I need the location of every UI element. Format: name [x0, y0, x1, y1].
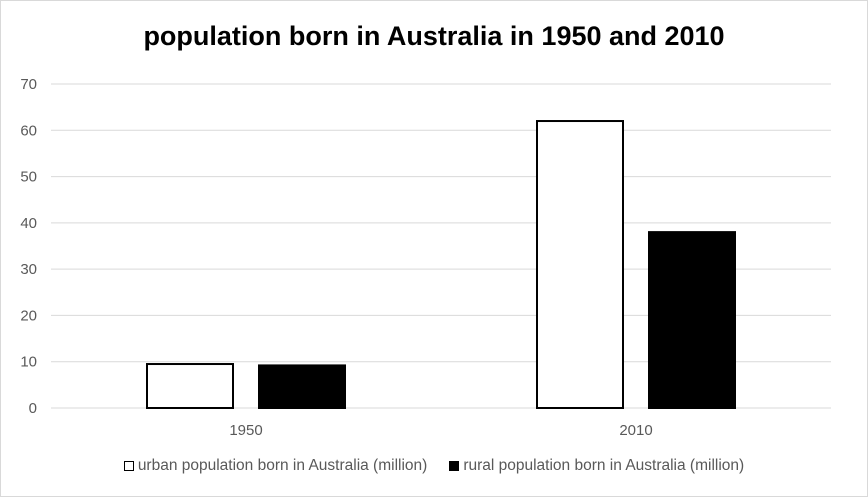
- legend-swatch-rural: [449, 461, 460, 471]
- x-tick-label: 2010: [619, 422, 652, 439]
- bar-rural-1950: [258, 364, 346, 409]
- x-tick-label: 1950: [229, 422, 262, 439]
- y-tick-label: 50: [20, 169, 37, 186]
- y-tick-label: 10: [20, 354, 37, 371]
- legend-item-rural: rural population born in Australia (mill…: [449, 457, 744, 475]
- bar-chart-plot: 0 10 20 30 40 50 60 70 1950 2010: [20, 76, 831, 439]
- legend-label-urban: urban population born in Australia (mill…: [137, 457, 428, 474]
- legend-swatch-urban: [123, 461, 134, 471]
- y-tick-label: 40: [20, 215, 37, 232]
- legend-label-rural: rural population born in Australia (mill…: [463, 457, 745, 474]
- bar-rural-2010: [648, 231, 736, 409]
- chart-legend: urban population born in Australia (mill…: [1, 457, 867, 475]
- chart-title: population born in Australia in 1950 and…: [143, 21, 725, 51]
- y-tick-label: 70: [20, 76, 37, 93]
- y-tick-label: 30: [20, 261, 37, 278]
- y-tick-label: 20: [20, 307, 37, 324]
- y-tick-label: 0: [29, 400, 37, 417]
- bar-urban-1950: [146, 363, 234, 409]
- bar-urban-2010: [536, 120, 624, 410]
- y-tick-label: 60: [20, 122, 37, 139]
- legend-item-urban: urban population born in Australia (mill…: [123, 457, 428, 475]
